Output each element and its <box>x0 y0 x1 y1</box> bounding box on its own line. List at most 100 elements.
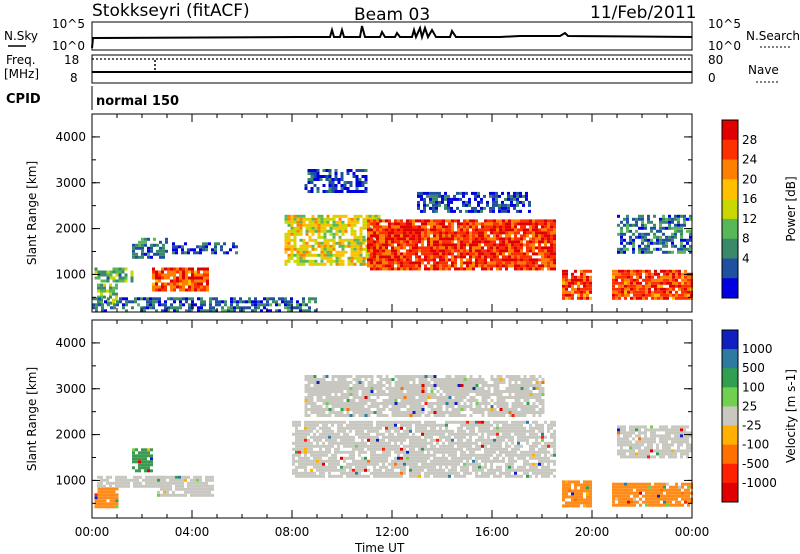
velocity-cell <box>454 474 457 478</box>
power-cell <box>421 246 424 250</box>
velocity-cell <box>313 450 316 454</box>
velocity-cell <box>298 471 301 475</box>
velocity-cell <box>511 426 514 430</box>
power-cell <box>541 252 544 256</box>
power-cell <box>463 219 466 223</box>
power-cell <box>436 240 439 244</box>
velocity-cell <box>295 438 298 442</box>
velocity-cell <box>508 471 511 475</box>
velocity-cell <box>307 429 310 433</box>
power-cell <box>400 228 403 232</box>
power-cell <box>362 241 366 245</box>
power-colorbar-swatch <box>722 199 738 220</box>
velocity-cell <box>190 493 193 497</box>
power-cell <box>322 184 326 187</box>
velocity-cell <box>532 471 535 475</box>
velocity-cell <box>424 387 428 390</box>
power-cell <box>457 246 460 250</box>
power-cell <box>498 209 501 213</box>
velocity-cell <box>493 471 496 475</box>
power-cell <box>227 306 230 310</box>
power-cell <box>460 243 463 247</box>
velocity-cell <box>433 453 436 457</box>
velocity-cell <box>322 471 325 475</box>
velocity-cell <box>304 387 308 390</box>
power-cell <box>442 261 445 265</box>
power-cell <box>323 238 327 242</box>
velocity-cell <box>298 429 301 433</box>
velocity-cell <box>529 444 532 448</box>
power-cell <box>388 237 391 241</box>
power-cell <box>502 240 505 244</box>
velocity-cell <box>511 438 514 442</box>
velocity-cell <box>138 460 141 464</box>
velocity-cell <box>301 465 304 469</box>
velocity-cell <box>457 462 460 466</box>
velocity-cell <box>205 481 208 485</box>
velocity-cell <box>361 450 364 454</box>
power-cell <box>460 261 463 265</box>
power-cell <box>447 203 450 207</box>
power-cell <box>648 275 651 279</box>
velocity-cell <box>316 405 320 408</box>
power-cell <box>644 235 647 239</box>
velocity-cell <box>313 435 316 439</box>
velocity-cell <box>403 411 407 414</box>
velocity-cell <box>472 441 475 445</box>
power-cell <box>580 281 583 285</box>
power-cell <box>409 219 412 223</box>
power-cell <box>173 282 176 286</box>
power-cell <box>296 232 300 236</box>
velocity-cell <box>406 384 410 387</box>
power-cell <box>577 281 580 285</box>
power-colorbar-frame <box>721 119 739 299</box>
power-cell <box>284 217 288 221</box>
power-cell <box>115 273 119 277</box>
power-cell <box>290 250 294 254</box>
velocity-cell <box>340 414 344 417</box>
velocity-cell <box>142 484 145 488</box>
power-cell <box>589 290 592 294</box>
power-cell <box>170 297 173 301</box>
power-cell <box>260 303 263 307</box>
velocity-cell <box>385 393 389 396</box>
power-cell <box>454 255 457 259</box>
power-cell <box>636 284 639 288</box>
power-cell <box>403 264 406 268</box>
power-cell <box>323 244 327 248</box>
velocity-cell <box>349 462 352 466</box>
velocity-cell <box>511 435 514 439</box>
power-cell <box>122 297 125 301</box>
power-cell <box>677 229 680 233</box>
velocity-cell <box>109 496 113 500</box>
velocity-cell <box>313 453 316 457</box>
velocity-cell <box>325 432 328 436</box>
velocity-cell <box>463 465 466 469</box>
velocity-cell <box>388 399 392 402</box>
power-cell <box>638 226 641 230</box>
velocity-cell <box>301 441 304 445</box>
velocity-cell <box>310 447 313 451</box>
power-cell <box>341 253 345 257</box>
power-cell <box>302 250 306 254</box>
power-cell <box>553 267 556 271</box>
power-cell <box>409 258 412 262</box>
power-cell <box>379 246 382 250</box>
velocity-cell <box>496 432 499 436</box>
power-cell <box>583 272 586 276</box>
velocity-cell <box>403 396 407 399</box>
power-cell <box>550 243 553 247</box>
power-cell <box>302 238 306 242</box>
power-cell <box>680 247 683 251</box>
power-cell <box>493 225 496 229</box>
power-cell <box>308 220 312 224</box>
power-cell <box>436 222 439 226</box>
power-cell <box>424 264 427 268</box>
power-cell <box>353 232 357 236</box>
power-cell <box>356 235 360 239</box>
power-cell <box>663 275 666 279</box>
velocity-cell <box>427 465 430 469</box>
velocity-cell <box>439 405 443 408</box>
power-cell <box>424 228 427 232</box>
velocity-cell <box>322 474 325 478</box>
